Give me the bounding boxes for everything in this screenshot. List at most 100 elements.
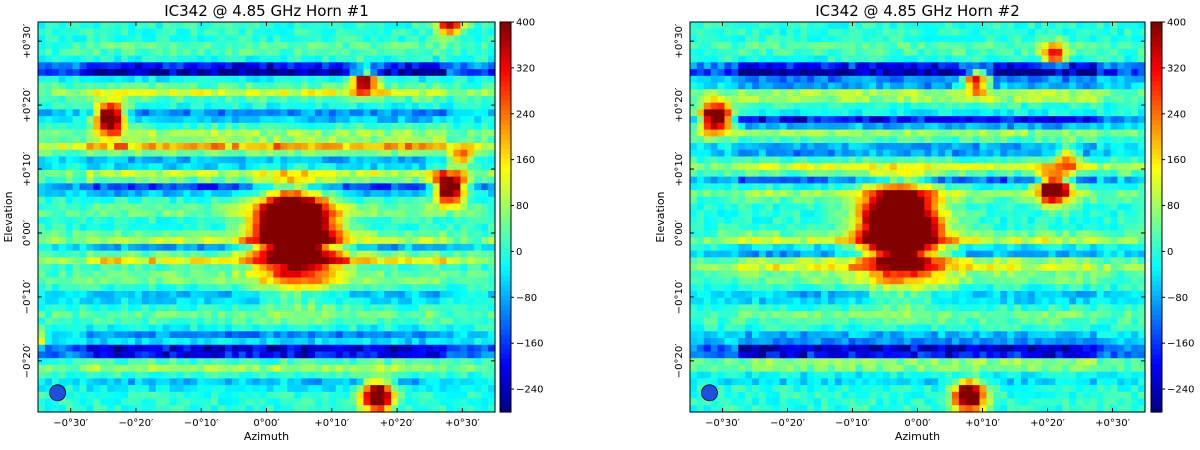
heatmap-cell xyxy=(425,217,434,225)
heatmap-cell xyxy=(155,391,164,400)
heatmap-cell xyxy=(51,398,60,406)
heatmap-cell xyxy=(883,42,891,50)
heatmap-cell xyxy=(1089,95,1098,104)
heatmap-cell xyxy=(238,149,247,158)
heatmap-cell xyxy=(79,169,88,178)
heatmap-cell xyxy=(301,196,309,205)
heatmap-cell xyxy=(231,351,240,359)
heatmap-cell xyxy=(79,391,88,400)
heatmap-cell xyxy=(294,338,302,346)
heatmap-cell xyxy=(342,196,351,205)
heatmap-cell xyxy=(218,250,226,258)
heatmap-cell xyxy=(38,311,46,319)
heatmap-cell xyxy=(294,35,302,43)
heatmap-cell xyxy=(72,48,81,57)
heatmap-cell xyxy=(474,237,482,245)
heatmap-cell xyxy=(294,143,302,151)
heatmap-cell xyxy=(745,62,753,70)
heatmap-cell xyxy=(294,109,302,117)
heatmap-cell xyxy=(114,116,122,124)
heatmap-cell xyxy=(752,42,760,50)
heatmap-cell xyxy=(446,69,455,77)
heatmap-cell xyxy=(72,95,81,104)
heatmap-cell xyxy=(176,277,184,285)
heatmap-cell xyxy=(65,371,74,379)
heatmap-cell xyxy=(398,82,406,90)
colorbar-step xyxy=(500,124,511,130)
heatmap-cell xyxy=(1020,89,1029,97)
heatmap-cell xyxy=(294,210,302,218)
heatmap-cell xyxy=(79,183,88,191)
heatmap-cell xyxy=(114,311,122,319)
heatmap-cell xyxy=(301,364,309,373)
heatmap-cell xyxy=(363,331,371,339)
heatmap-cell xyxy=(439,176,448,184)
heatmap-cell xyxy=(294,190,302,198)
heatmap-cell xyxy=(100,196,108,205)
heatmap-cell xyxy=(869,95,877,104)
heatmap-cell xyxy=(363,338,371,346)
heatmap-cell xyxy=(779,89,788,97)
heatmap-cell xyxy=(100,136,108,144)
heatmap-cell xyxy=(335,250,344,258)
heatmap-cell xyxy=(384,109,392,117)
heatmap-cell xyxy=(432,95,441,104)
heatmap-cell xyxy=(169,277,178,285)
heatmap-cell xyxy=(703,48,712,57)
heatmap-cell xyxy=(404,196,413,205)
heatmap-cell xyxy=(738,122,746,131)
heatmap-cell xyxy=(1041,35,1050,43)
heatmap-cell xyxy=(169,331,178,339)
heatmap-cell xyxy=(460,69,468,77)
heatmap-cell xyxy=(51,364,60,373)
heatmap-cell xyxy=(690,62,698,70)
heatmap-cell xyxy=(889,82,898,90)
heatmap-cell xyxy=(432,62,441,70)
heatmap-cell xyxy=(314,89,323,97)
colorbar-step xyxy=(500,290,511,296)
heatmap-cell xyxy=(342,371,351,379)
heatmap-cell xyxy=(148,75,157,84)
heatmap-cell xyxy=(65,351,74,359)
heatmap-cell xyxy=(301,149,309,158)
heatmap-cell xyxy=(301,169,309,178)
heatmap-cell xyxy=(834,42,843,50)
heatmap-cell xyxy=(148,331,157,339)
heatmap-cell xyxy=(273,223,281,232)
heatmap-cell xyxy=(903,42,912,50)
heatmap-cell xyxy=(44,109,53,117)
heatmap-cell xyxy=(690,28,698,37)
heatmap-cell xyxy=(245,122,254,131)
heatmap-cell xyxy=(79,297,88,306)
heatmap-cells xyxy=(690,22,1146,413)
heatmap-cell xyxy=(460,55,468,63)
heatmap-cell xyxy=(238,196,247,205)
heatmap-cell xyxy=(134,136,143,144)
heatmap-cell xyxy=(349,364,358,373)
heatmap-cell xyxy=(100,405,108,413)
heatmap-cell xyxy=(876,116,884,124)
heatmap-cell xyxy=(93,42,101,50)
heatmap-cell xyxy=(453,304,461,312)
heatmap-cell xyxy=(204,223,212,232)
heatmap-cell xyxy=(58,203,67,211)
heatmap-cell xyxy=(474,183,482,191)
heatmap-cell xyxy=(724,75,732,84)
heatmap-cell xyxy=(197,364,205,373)
heatmap-cell xyxy=(266,398,275,406)
heatmap-cell xyxy=(965,82,974,90)
heatmap-cell xyxy=(418,250,427,258)
heatmap-cell xyxy=(224,378,233,386)
heatmap-cell xyxy=(488,196,496,205)
heatmap-cell xyxy=(793,95,801,104)
heatmap-cell xyxy=(58,28,67,37)
heatmap-cell xyxy=(488,378,496,386)
heatmap-cell xyxy=(38,230,46,238)
heatmap-cell xyxy=(411,176,420,184)
heatmap-cell xyxy=(363,270,371,279)
heatmap-cell xyxy=(800,82,808,90)
heatmap-cell xyxy=(231,210,240,218)
heatmap-cell xyxy=(44,196,53,205)
heatmap-cell xyxy=(176,378,184,386)
heatmap-cell xyxy=(342,405,351,413)
